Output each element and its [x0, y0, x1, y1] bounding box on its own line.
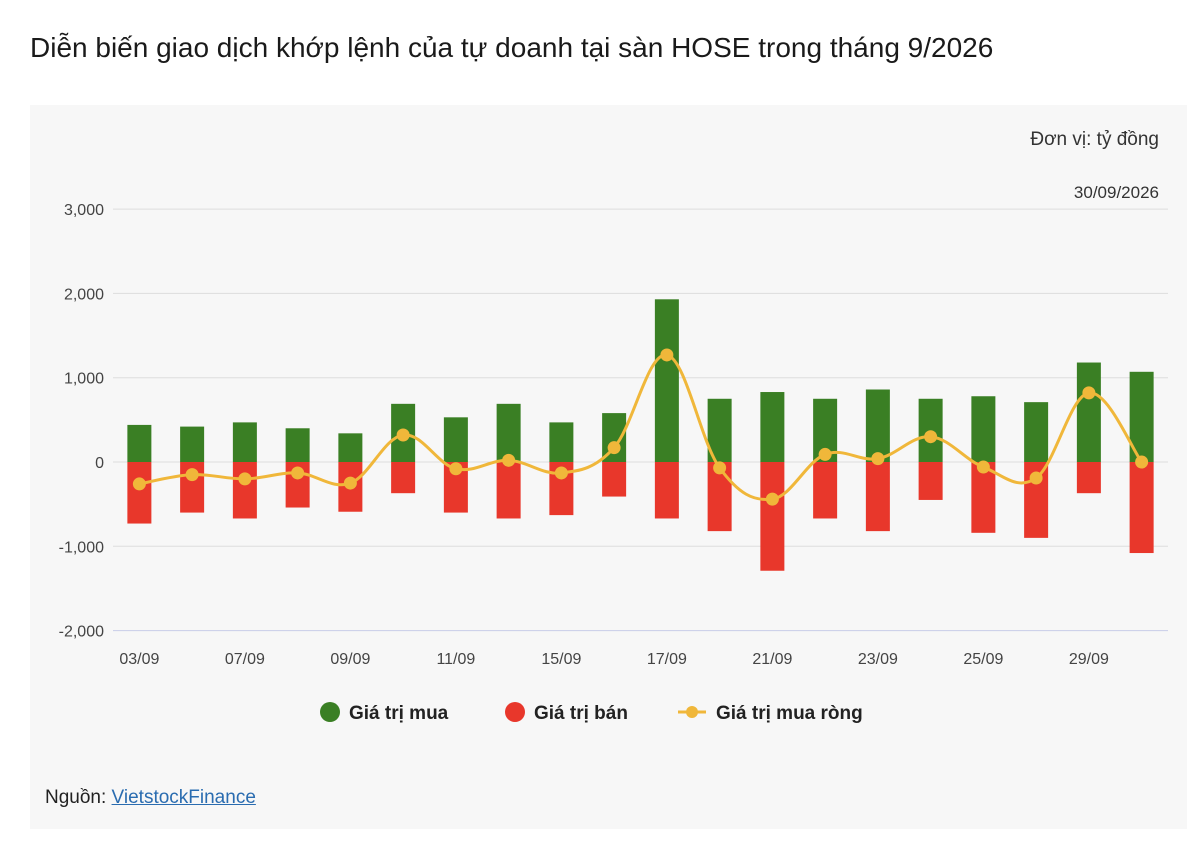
net-point	[871, 452, 885, 466]
date-label: 30/09/2026	[1073, 183, 1159, 202]
legend-marker	[686, 706, 698, 718]
sell-bar	[127, 462, 152, 524]
legend-marker	[320, 702, 340, 722]
y-tick-label: 0	[95, 455, 104, 472]
net-point	[818, 447, 832, 461]
net-point	[924, 430, 938, 444]
sell-bar	[654, 462, 679, 519]
legend-label: Giá trị bán	[534, 703, 628, 724]
net-point	[132, 477, 146, 491]
x-tick-label: 11/09	[436, 651, 475, 668]
x-tick-label: 03/09	[119, 651, 159, 668]
x-tick-label: 29/09	[1069, 651, 1109, 668]
net-point	[449, 462, 463, 476]
net-point	[238, 472, 252, 486]
x-tick-label: 25/09	[963, 651, 1003, 668]
buy-bar	[971, 396, 996, 462]
net-point	[660, 348, 674, 362]
net-point	[185, 468, 199, 482]
net-point	[1135, 455, 1149, 469]
source-note: Nguồn: VietstockFinance	[45, 787, 256, 809]
sell-bar	[232, 462, 257, 519]
buy-bar	[496, 403, 521, 462]
sell-bar	[813, 462, 838, 519]
x-tick-label: 17/09	[647, 651, 687, 668]
buy-bar	[338, 433, 363, 462]
buy-bar	[127, 424, 152, 462]
buy-bar	[443, 417, 468, 462]
sell-bar	[1129, 462, 1154, 554]
x-tick-label: 15/09	[541, 651, 581, 668]
buy-bar	[865, 389, 890, 462]
sell-bar	[918, 462, 943, 500]
net-point	[713, 461, 727, 475]
buy-bar	[232, 422, 257, 462]
source-link[interactable]: VietstockFinance	[111, 787, 256, 808]
buy-bar	[654, 299, 679, 462]
buy-bar	[549, 422, 574, 462]
net-point	[554, 466, 568, 480]
unit-label: Đơn vị: tỷ đồng	[1030, 129, 1159, 150]
sell-bar	[760, 462, 785, 571]
net-point	[1029, 471, 1043, 485]
source-prefix: Nguồn:	[45, 787, 112, 808]
buy-bar	[760, 392, 785, 462]
net-point	[765, 492, 779, 506]
legend-marker	[505, 702, 525, 722]
legend-label: Giá trị mua	[349, 703, 449, 724]
legend-label: Giá trị mua ròng	[716, 703, 863, 724]
chart-panel: 3,000 2,000 1,000 0 -1,000 -2,000 03/09 07/09 09…	[30, 105, 1187, 829]
x-tick-label: 07/09	[225, 651, 265, 668]
y-tick-label: 2,000	[64, 286, 104, 303]
buy-bar	[180, 426, 205, 462]
net-point	[343, 476, 357, 490]
sell-bar	[391, 462, 416, 494]
sell-bar	[971, 462, 996, 533]
x-tick-label: 21/09	[752, 651, 792, 668]
sell-bar	[496, 462, 521, 519]
x-tick-label: 09/09	[330, 651, 370, 668]
net-point	[1082, 386, 1096, 400]
sell-bar	[1076, 462, 1101, 494]
x-tick-label: 23/09	[858, 651, 898, 668]
chart-svg: 3,000 2,000 1,000 0 -1,000 -2,000 03/09 07/09 09…	[59, 202, 1168, 724]
y-tick-label: 3,000	[64, 202, 104, 219]
y-tick-label: -2,000	[59, 624, 104, 641]
net-point	[976, 460, 990, 474]
buy-bar	[285, 428, 310, 462]
chart-title: Diễn biến giao dịch khớp lệnh của tự doa…	[30, 32, 994, 63]
net-point	[396, 428, 410, 442]
sell-bar	[865, 462, 890, 532]
net-point	[502, 453, 516, 467]
y-tick-label: 1,000	[64, 371, 104, 388]
buy-bar	[1024, 402, 1049, 462]
net-point	[607, 441, 621, 455]
sell-bar	[602, 462, 627, 497]
y-tick-label: -1,000	[59, 539, 104, 556]
net-point	[291, 466, 305, 480]
buy-bar	[1076, 362, 1101, 462]
